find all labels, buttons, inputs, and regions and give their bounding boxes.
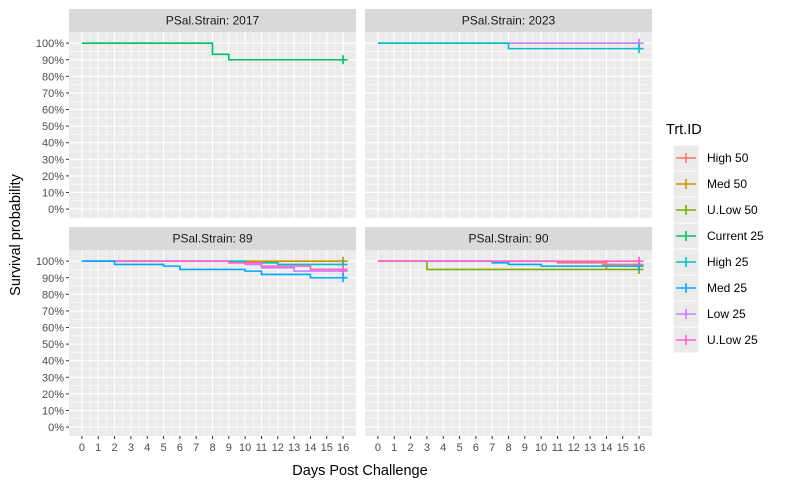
facet-panel: PSal.Strain: 890%10%20%30%40%50%60%70%80… <box>36 227 356 454</box>
x-tick-label: 13 <box>288 442 300 454</box>
x-tick-label: 3 <box>128 442 134 454</box>
x-tick-label: 7 <box>489 442 495 454</box>
facet-panels: PSal.Strain: 20170%10%20%30%40%50%60%70%… <box>36 9 652 454</box>
x-tick-label: 6 <box>177 442 183 454</box>
x-tick-label: 4 <box>144 442 150 454</box>
censor-mark <box>338 273 348 283</box>
legend-label: Med 25 <box>707 281 747 295</box>
facet-strip-label: PSal.Strain: 89 <box>172 232 252 246</box>
y-tick-label: 20% <box>42 171 64 183</box>
legend-item: U.Low 50 <box>672 196 758 224</box>
x-tick-label: 6 <box>473 442 479 454</box>
facet-strip <box>365 9 652 32</box>
x-tick-label: 11 <box>256 442 267 454</box>
censor-mark <box>338 264 348 274</box>
x-tick-label: 12 <box>568 442 580 454</box>
x-tick-label: 11 <box>552 442 563 454</box>
legend-title: Trt.ID <box>666 122 702 138</box>
facet-panel: PSal.Strain: 2017 0% 10% 20% 30% 40% 50% 60% 70%… <box>36 9 356 218</box>
y-tick-label: 100% <box>36 256 64 268</box>
legend-item: U.Low 25 <box>672 326 758 354</box>
legend-label: U.Low 50 <box>707 203 758 217</box>
y-tick-label: 50% <box>42 339 64 351</box>
y-tick-label: 100% <box>36 38 64 50</box>
x-tick-label: 10 <box>239 442 251 454</box>
y-tick-label: 70% <box>42 88 64 100</box>
legend-label: High 25 <box>707 255 749 269</box>
legend-item: Current 25 <box>672 222 764 250</box>
y-tick-label: 80% <box>42 71 64 83</box>
y-tick-label: 10% <box>42 405 64 417</box>
y-tick-label: 0% <box>48 422 64 434</box>
x-tick-label: 0 <box>375 442 381 454</box>
y-tick-label: 10% <box>42 187 64 199</box>
legend-item: High 25 <box>672 248 749 276</box>
survival-line <box>377 42 640 50</box>
x-tick-label: 12 <box>272 442 284 454</box>
y-tick-label: 50% <box>42 121 64 133</box>
legend-item: High 50 <box>672 144 749 172</box>
x-tick-label: 9 <box>226 442 232 454</box>
legend-label: U.Low 25 <box>707 333 758 347</box>
facet-panel: PSal.Strain: 900 1 2 3 4 5 6 7 8 9 10 11 12 13 14 15 16 <box>365 227 652 454</box>
x-tick-label: 2 <box>111 442 117 454</box>
x-tick-label: 8 <box>505 442 511 454</box>
x-tick-label: 7 <box>193 442 199 454</box>
x-tick-label: 5 <box>160 442 166 454</box>
y-tick-label: 0% <box>48 204 64 216</box>
legend-item: Low 25 <box>672 300 746 328</box>
x-tick-label: 3 <box>424 442 430 454</box>
y-tick-label: 40% <box>42 138 64 150</box>
facet-strip-label: PSal.Strain: 2023 <box>462 14 556 28</box>
x-tick-label: 16 <box>633 442 645 454</box>
y-axis-title: Survival probability <box>8 173 24 295</box>
y-tick-label: 70% <box>42 306 64 318</box>
x-tick-label: 14 <box>304 442 316 454</box>
legend: Trt.ID High 50 Med 50 U.Low 50 Current 25 Hi… <box>666 122 764 354</box>
x-tick-label: 15 <box>321 442 333 454</box>
y-tick-label: 30% <box>42 372 64 384</box>
x-tick-label: 9 <box>522 442 528 454</box>
survival-line <box>81 260 344 279</box>
x-tick-label: 8 <box>209 442 215 454</box>
facet-strip <box>365 227 652 250</box>
y-tick-label: 60% <box>42 323 64 335</box>
x-tick-label: 1 <box>391 442 397 454</box>
facet-panel: PSal.Strain: 2023 <box>365 9 652 218</box>
y-tick-label: 60% <box>42 105 64 117</box>
facet-strip-label: PSal.Strain: 90 <box>468 232 548 246</box>
facet-strip <box>69 9 356 32</box>
censor-mark <box>634 256 644 266</box>
x-tick-label: 10 <box>535 442 547 454</box>
y-tick-label: 90% <box>42 55 64 67</box>
survival-line <box>81 42 344 61</box>
y-tick-label: 20% <box>42 389 64 401</box>
legend-label: Med 50 <box>707 177 747 191</box>
x-tick-label: 4 <box>440 442 446 454</box>
survival-line <box>81 260 344 271</box>
x-tick-label: 5 <box>456 442 462 454</box>
facet-strip <box>69 227 356 250</box>
x-tick-label: 1 <box>95 442 101 454</box>
legend-label: Current 25 <box>707 229 764 243</box>
legend-label: Low 25 <box>707 307 746 321</box>
y-tick-label: 40% <box>42 356 64 368</box>
censor-mark <box>338 55 348 65</box>
censor-mark <box>634 44 644 54</box>
x-tick-label: 15 <box>617 442 629 454</box>
y-tick-label: 80% <box>42 289 64 301</box>
facet-strip-label: PSal.Strain: 2017 <box>166 14 260 28</box>
x-tick-label: 14 <box>600 442 612 454</box>
legend-item: Med 25 <box>672 274 747 302</box>
legend-label: High 50 <box>707 151 749 165</box>
x-tick-label: 0 <box>79 442 85 454</box>
legend-item: Med 50 <box>672 170 747 198</box>
x-tick-label: 16 <box>337 442 349 454</box>
y-tick-label: 30% <box>42 154 64 166</box>
y-tick-label: 90% <box>42 273 64 285</box>
x-tick-label: 13 <box>584 442 596 454</box>
x-tick-label: 2 <box>407 442 413 454</box>
x-axis-title: Days Post Challenge <box>292 463 427 479</box>
